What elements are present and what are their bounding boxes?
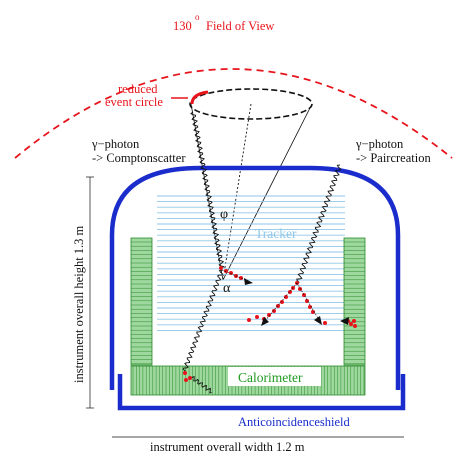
pair-arrow-right [314, 316, 322, 325]
calorimeter-label-box [228, 367, 321, 386]
side-calorimeter-left [130, 237, 153, 366]
hit-dot [349, 322, 353, 326]
hit-dot [311, 310, 315, 314]
hit-dot [284, 295, 288, 299]
hit-dot [298, 287, 302, 291]
hit-dots [183, 266, 357, 382]
photon-wave-pair [296, 164, 342, 283]
phi-symbol: φ [220, 207, 228, 222]
hit-dot [188, 376, 192, 380]
hit-dot [323, 321, 327, 325]
hit-dot [308, 305, 312, 309]
hit-dot [229, 271, 233, 275]
anticoincidence-label: Anticoincidenceshield [238, 415, 351, 429]
width-label: instrument overall width 1.2 m [150, 440, 305, 453]
hit-dot [352, 319, 356, 323]
hit-dot [247, 318, 251, 322]
field-of-view-text: Field of View [206, 19, 274, 33]
reduced-event-arc [190, 90, 209, 105]
side-calorimeter-right [343, 237, 366, 366]
cone-line-left [190, 103, 224, 281]
field-of-view-degree: o [195, 12, 200, 22]
calorimeter-label: Calorimeter [238, 370, 303, 385]
anticoincidence-dome [109, 165, 401, 390]
field-of-view-arc [14, 68, 453, 159]
photon-compton-label-line1: γ−photon [91, 137, 140, 151]
hit-dot [302, 293, 306, 297]
anticoincidence-bottom [117, 374, 406, 411]
hit-dot [219, 266, 223, 270]
hit-dot [224, 269, 228, 273]
cone-axis-dotted [222, 103, 252, 281]
tracker-label: Tracker [255, 226, 297, 241]
pair-track-left [263, 282, 298, 323]
pair-track-right [296, 282, 320, 321]
height-label: instrument overall height 1.3 m [72, 225, 86, 383]
hit-dot [239, 276, 243, 280]
hit-dot [280, 300, 284, 304]
hit-dot [276, 304, 280, 308]
side-arrow [340, 317, 349, 325]
photon-wave-scattered [182, 269, 223, 373]
pair-arrow-left [261, 317, 269, 326]
hit-dot [267, 313, 271, 317]
hit-dot [184, 378, 188, 382]
hit-dot [272, 309, 276, 313]
tracker-layers [157, 195, 345, 331]
hit-dot [183, 371, 187, 375]
photon-compton-label-line2: -> Comptonscatter [92, 151, 186, 165]
photon-wave-compton [190, 111, 225, 268]
calorimeter-block [130, 237, 153, 366]
hit-dot [255, 315, 259, 319]
photon-wave-calorimeter [189, 375, 212, 394]
alpha-symbol: α [223, 281, 231, 296]
reduced-event-circle-label-line1: reduced [118, 82, 158, 96]
cone-line-right [222, 103, 313, 281]
reduced-event-circle-label-line2: event circle [105, 95, 163, 109]
hit-dot [353, 324, 357, 328]
electron-arrow-compton [244, 278, 253, 285]
field-of-view-number: 130 [173, 19, 192, 33]
hit-dot [288, 290, 292, 294]
photon-pair-label-line2: -> Paircreation [356, 151, 431, 165]
calorimeter-block [343, 237, 366, 366]
photon-pair-label-line1: γ−photon [355, 137, 404, 151]
